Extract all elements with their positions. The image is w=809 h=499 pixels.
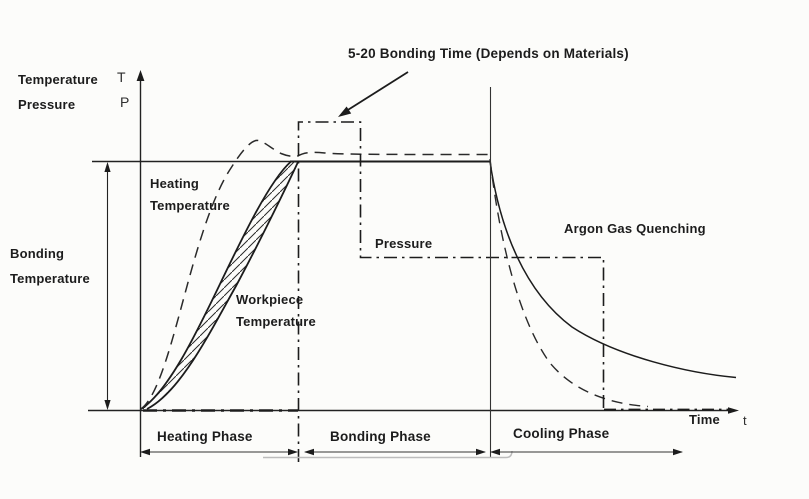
annotation-arrow-line bbox=[346, 71, 409, 112]
y-axis-legend-temperature: Temperature bbox=[18, 72, 98, 87]
y-axis-symbol-t: T bbox=[117, 69, 126, 85]
bonding-temperature-label-line1: Bonding bbox=[10, 246, 65, 261]
workpiece-temperature-label-line1: Workpiece bbox=[236, 292, 304, 307]
argon-gas-quenching-label: Argon Gas Quenching bbox=[564, 221, 706, 236]
pressure-label: Pressure bbox=[375, 236, 433, 251]
heating-temperature-label-line1: Heating bbox=[150, 176, 200, 191]
y-axis-arrowhead-icon bbox=[136, 70, 145, 81]
y-axis-legend-pressure: Pressure bbox=[18, 97, 76, 112]
heating-temperature-decay-curve bbox=[489, 158, 649, 408]
workpiece-temperature-upper-curve bbox=[140, 160, 292, 410]
bonding-time-annotation: 5-20 Bonding Time (Depends on Materials) bbox=[348, 46, 629, 61]
workpiece-temperature-label-line2: Temperature bbox=[236, 314, 316, 329]
x-axis-symbol-t: t bbox=[743, 413, 747, 428]
phase-label-heating: Heating Phase bbox=[157, 429, 253, 444]
dim-arrow-icon bbox=[288, 448, 298, 456]
x-axis-time-label: Time bbox=[689, 412, 720, 427]
bonding-temperature-label-line2: Temperature bbox=[10, 271, 90, 286]
dim-arrow-icon bbox=[304, 448, 314, 456]
argon-quench-solid-decay-curve bbox=[489, 161, 737, 379]
dim-arrow-icon bbox=[673, 448, 683, 456]
pressure-profile-line bbox=[297, 121, 605, 462]
dim-arrow-icon bbox=[140, 448, 150, 456]
heating-temperature-label-line2: Temperature bbox=[150, 198, 230, 213]
annotation-arrowhead-icon bbox=[338, 106, 352, 117]
dim-arrow-icon bbox=[476, 448, 486, 456]
workpiece-temperature-lower-curve bbox=[146, 161, 299, 410]
dimension-arrow-up-icon bbox=[104, 162, 111, 172]
phase-label-cooling: Cooling Phase bbox=[513, 426, 610, 441]
phase-label-bonding: Bonding Phase bbox=[330, 429, 431, 444]
dimension-arrow-down-icon bbox=[104, 400, 111, 410]
y-axis-symbol-p: P bbox=[120, 94, 130, 110]
dim-arrow-icon bbox=[490, 448, 500, 456]
